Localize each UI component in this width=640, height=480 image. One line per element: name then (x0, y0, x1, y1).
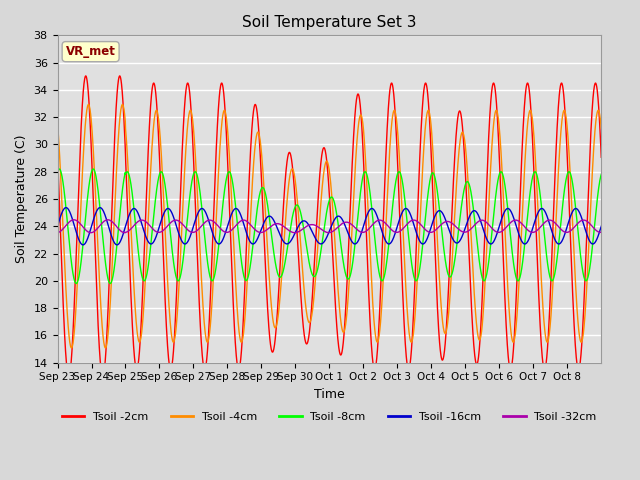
Text: VR_met: VR_met (66, 45, 116, 58)
Title: Soil Temperature Set 3: Soil Temperature Set 3 (242, 15, 417, 30)
Legend: Tsoil -2cm, Tsoil -4cm, Tsoil -8cm, Tsoil -16cm, Tsoil -32cm: Tsoil -2cm, Tsoil -4cm, Tsoil -8cm, Tsoi… (58, 408, 601, 426)
Y-axis label: Soil Temperature (C): Soil Temperature (C) (15, 135, 28, 263)
X-axis label: Time: Time (314, 388, 345, 401)
